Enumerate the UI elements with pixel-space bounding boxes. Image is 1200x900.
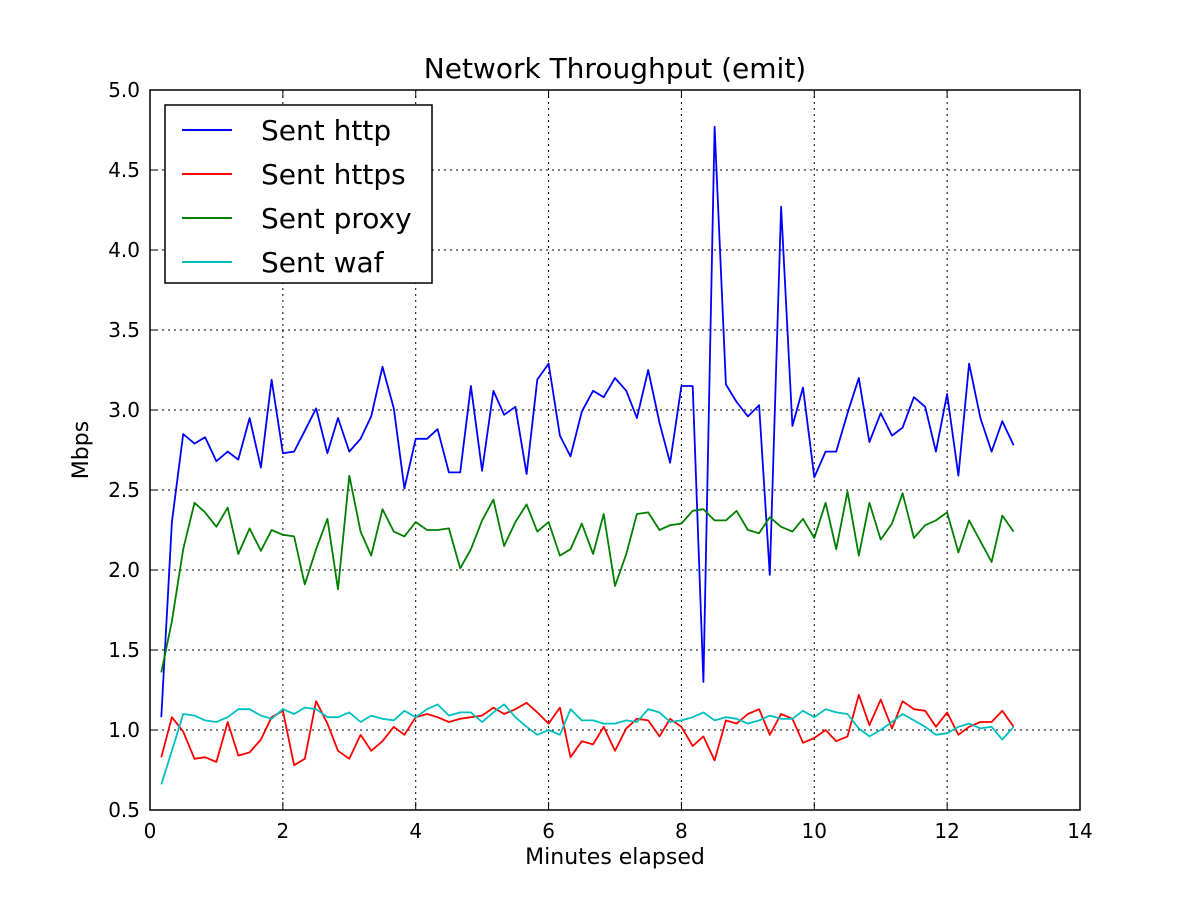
series-line-sent-waf	[160, 703, 1015, 785]
x-tick-label: 14	[1067, 819, 1092, 843]
x-tick-label: 12	[934, 819, 959, 843]
y-tick-label: 1.0	[108, 718, 140, 742]
legend-label-sent-proxy: Sent proxy	[261, 202, 412, 235]
y-tick-label: 4.5	[108, 158, 140, 182]
chart-title: Network Throughput (emit)	[424, 52, 806, 85]
y-tick-label: 1.5	[108, 638, 140, 662]
y-tick-label: 0.5	[108, 798, 140, 822]
x-tick-label: 4	[409, 819, 422, 843]
y-tick-label: 2.0	[108, 558, 140, 582]
y-tick-label: 4.0	[108, 238, 140, 262]
y-tick-label: 5.0	[108, 78, 140, 102]
series-line-sent-https	[160, 693, 1015, 767]
y-tick-label: 3.5	[108, 318, 140, 342]
y-tick-label: 2.5	[108, 478, 140, 502]
x-tick-label: 8	[675, 819, 688, 843]
y-tick-label: 3.0	[108, 398, 140, 422]
x-tick-label: 6	[542, 819, 555, 843]
legend-label-sent-http: Sent http	[261, 114, 391, 147]
grid	[150, 90, 1080, 810]
series-lines	[160, 125, 1015, 785]
x-tick-label: 10	[802, 819, 827, 843]
axis-ticks: 0 2 4 6 8 10 12 14 0.5 1.0 1.5 2.0 2.5 3.0 3.5 4.0 4.5 5.…	[108, 78, 1093, 843]
series-line-sent-http	[160, 125, 1015, 718]
x-tick-label: 2	[276, 819, 289, 843]
x-axis-title: Minutes elapsed	[525, 845, 705, 870]
x-tick-label: 0	[144, 819, 157, 843]
legend-box	[164, 104, 433, 284]
plot-area-frame	[149, 89, 1081, 811]
y-axis-title: Mbps	[69, 421, 94, 479]
legend: Sent http Sent https Sent proxy Sent waf	[164, 104, 433, 284]
legend-label-sent-https: Sent https	[261, 158, 406, 191]
series-line-sent-proxy	[160, 474, 1015, 673]
legend-label-sent-waf: Sent waf	[261, 246, 385, 279]
